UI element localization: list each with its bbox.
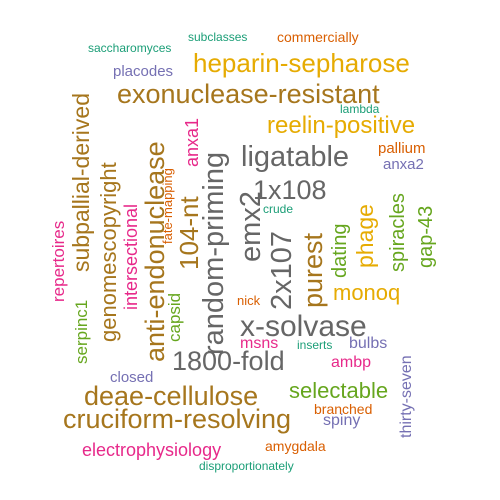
word-disproportionately: disproportionately (199, 459, 294, 473)
word-lambda: lambda (340, 102, 380, 116)
word-serpinc1: serpinc1 (72, 299, 91, 364)
word-placodes: placodes (113, 63, 174, 80)
word-amygdala: amygdala (265, 438, 326, 454)
word-inserts: inserts (297, 338, 333, 352)
word-emx2: emx2 (235, 191, 267, 262)
word-cruciform-resolving: cruciform-resolving (63, 404, 292, 434)
word-purest: purest (298, 232, 328, 308)
word-heparin-sepharose: heparin-sepharose (193, 48, 410, 78)
word-msns: msns (240, 335, 279, 352)
word-random-priming: random-priming (198, 151, 230, 355)
word-monoq: monoq (333, 280, 401, 305)
word-commercially: commercially (277, 29, 359, 45)
word-ambp: ambp (331, 354, 372, 371)
word-subclasses: subclasses (188, 30, 248, 44)
word-exonuclease-resistant: exonuclease-resistant (117, 79, 380, 109)
word-reelin-positive: reelin-positive (267, 112, 416, 139)
word-2x107: 2x107 (266, 230, 298, 310)
word-anxa1: anxa1 (182, 117, 202, 167)
word-closed: closed (110, 369, 154, 386)
word-repertoires: repertoires (49, 220, 68, 302)
word-phage: phage (352, 204, 378, 268)
word-spiracles: spiracles (387, 193, 409, 272)
word-deae-cellulose: deae-cellulose (84, 381, 259, 411)
word-anxa2: anxa2 (383, 156, 424, 173)
word-crude: crude (263, 202, 294, 216)
word-capsid: capsid (165, 292, 184, 342)
word-saccharomyces: saccharomyces (88, 41, 172, 55)
word-thirty-seven: thirty-seven (398, 355, 415, 438)
word-fate-mapping: fate-mapping (160, 168, 175, 244)
word-bulbs: bulbs (349, 335, 388, 352)
word-intersectional: intersectional (121, 203, 141, 310)
word-gap-43: gap-43 (415, 205, 437, 268)
word-dating: dating (329, 223, 351, 279)
word-x-solvase: x-solvase (240, 310, 367, 343)
word-1x108: 1x108 (253, 175, 327, 205)
word-selectable: selectable (289, 378, 389, 403)
word-104-nt: 104-nt (174, 196, 204, 270)
word-ligatable: ligatable (241, 141, 350, 173)
word-subpallial-derived: subpallial-derived (68, 93, 94, 272)
word-genomescopyright: genomescopyright (96, 162, 121, 342)
word-nick: nick (237, 293, 261, 308)
word-1800-fold: 1800-fold (172, 346, 285, 376)
word-electrophysiology: electrophysiology (82, 440, 222, 460)
word-branched: branched (314, 401, 373, 417)
word-pallium: pallium (378, 140, 426, 157)
word-spiny: spiny (323, 412, 361, 429)
